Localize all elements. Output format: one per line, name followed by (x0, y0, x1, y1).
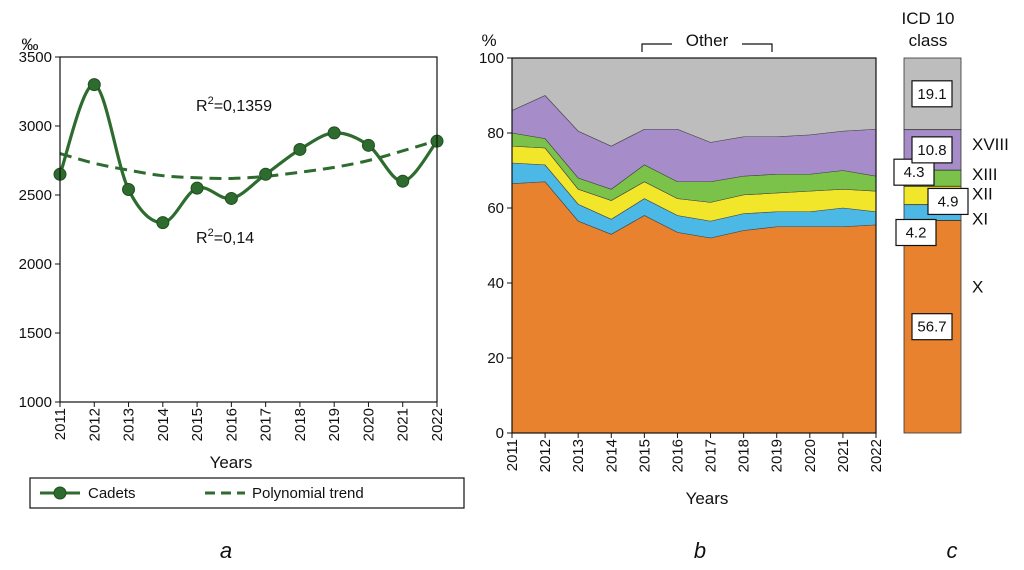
value-label-x: 56.7 (917, 319, 946, 336)
cadets-point (361, 138, 375, 152)
x-tick-label: 2019 (769, 439, 786, 472)
x-tick-label: 2015 (636, 439, 653, 472)
other-bracket-line (641, 43, 773, 52)
value-box-other (911, 80, 953, 108)
panel-c-title-line2: class (909, 31, 948, 50)
y-tick-label: 40 (487, 275, 504, 292)
panel-a-x-axis-label: Years (210, 453, 253, 472)
x-tick-label: 2014 (155, 408, 172, 441)
legend-cadets-label: Cadets (88, 485, 136, 502)
cadets-point (396, 174, 410, 188)
x-tick-label: 2018 (292, 408, 309, 441)
panel-a-series (53, 78, 444, 230)
panel-c: ICD 10 class 56.7 4.2 4.9 4.3 10.8 19.1 X XI XI… (893, 9, 1009, 563)
cadets-point (293, 142, 307, 156)
r2-annotation-trend: R2=0,14 (196, 227, 254, 247)
class-label-x: X (972, 278, 983, 297)
class-label-xii: XII (972, 184, 993, 203)
x-tick-label: 2013 (570, 439, 587, 472)
x-tick-label: 2020 (360, 408, 377, 441)
class-label-xi: XI (972, 210, 988, 229)
panel-b-x-ticks: 2011 2012 2013 2014 2015 2016 2017 2018 2019 2020… (504, 433, 885, 472)
x-tick-label: 2012 (86, 408, 103, 441)
legend-trend-label: Polynomial trend (252, 485, 364, 502)
panel-b-x-axis-label: Years (686, 489, 729, 508)
class-label-xiii: XIII (972, 165, 998, 184)
panel-letter-a: a (220, 538, 232, 563)
x-tick-label: 2021 (835, 439, 852, 472)
cadets-point (327, 126, 341, 140)
y-tick-label: 3000 (19, 118, 52, 135)
panel-c-value-boxes: 56.7 4.2 4.9 4.3 10.8 19.1 (893, 80, 969, 341)
panel-a-y-axis-label: ‰ (22, 35, 39, 54)
panel-letter-b: b (694, 538, 706, 563)
panel-a-y-ticks: 1000 1500 2000 2500 3000 3500 (19, 49, 60, 411)
cadets-point (224, 191, 238, 205)
panel-b-areas (511, 57, 877, 434)
x-tick-label: 2018 (736, 439, 753, 472)
cadets-point (156, 216, 170, 230)
x-tick-label: 2011 (52, 408, 69, 440)
panel-b-plot-frame (511, 57, 877, 434)
panel-b-y-ticks: 0 20 40 60 80 100 (479, 50, 512, 442)
x-tick-label: 2017 (703, 439, 720, 472)
r2-annotation-cadets: R2=0,1359 (196, 95, 272, 115)
x-tick-label: 2017 (258, 408, 275, 441)
x-tick-label: 2013 (121, 408, 138, 441)
value-label-xviii: 10.8 (917, 142, 946, 159)
legend-box (29, 477, 465, 509)
panel-letter-c: c (947, 538, 958, 563)
x-tick-label: 2019 (326, 408, 343, 441)
x-tick-label: 2016 (669, 439, 686, 472)
panel-a-plot-frame (59, 56, 438, 403)
other-bracket-label: Other (686, 31, 729, 50)
y-tick-label: 1000 (19, 394, 52, 411)
panel-c-title-line1: ICD 10 (902, 9, 955, 28)
cadets-point (259, 167, 273, 181)
class-label-xviii: XVIII (972, 135, 1009, 154)
value-label-xii: 4.9 (938, 193, 959, 210)
value-box-xi (895, 218, 937, 247)
cadets-point (190, 181, 204, 195)
cadets-point (87, 78, 101, 92)
y-tick-label: 100 (479, 50, 504, 67)
value-box-xviii (911, 136, 953, 164)
panel-a-legend: Cadets Polynomial trend (29, 477, 465, 509)
legend-cadets-marker (53, 486, 67, 500)
panel-b-y-axis-label: % (481, 31, 496, 50)
x-tick-label: 2020 (802, 439, 819, 472)
x-tick-label: 2016 (223, 408, 240, 441)
x-tick-label: 2022 (429, 408, 446, 441)
value-label-other: 19.1 (917, 86, 946, 103)
x-tick-label: 2021 (395, 408, 412, 441)
y-tick-label: 0 (496, 425, 504, 442)
y-tick-label: 2500 (19, 187, 52, 204)
other-bracket: Other (641, 31, 773, 52)
x-tick-label: 2014 (603, 439, 620, 472)
value-label-xiii: 4.3 (904, 164, 925, 181)
series-polynomial-trend (59, 139, 438, 180)
y-tick-label: 3500 (19, 49, 52, 66)
x-tick-label: 2015 (189, 408, 206, 441)
y-tick-label: 1500 (19, 325, 52, 342)
value-label-xi: 4.2 (906, 225, 927, 242)
value-box-x (911, 313, 953, 341)
x-tick-label: 2012 (537, 439, 554, 472)
panel-a-x-ticks: 2011 2012 2013 2014 2015 2016 2017 2018 2019 2020… (52, 402, 446, 441)
y-tick-label: 2000 (19, 256, 52, 273)
y-tick-label: 60 (487, 200, 504, 217)
cadets-point (122, 182, 136, 196)
value-box-xii (927, 187, 969, 216)
y-tick-label: 80 (487, 125, 504, 142)
x-tick-label: 2022 (868, 439, 885, 472)
y-tick-label: 20 (487, 350, 504, 367)
x-tick-label: 2011 (504, 439, 521, 471)
